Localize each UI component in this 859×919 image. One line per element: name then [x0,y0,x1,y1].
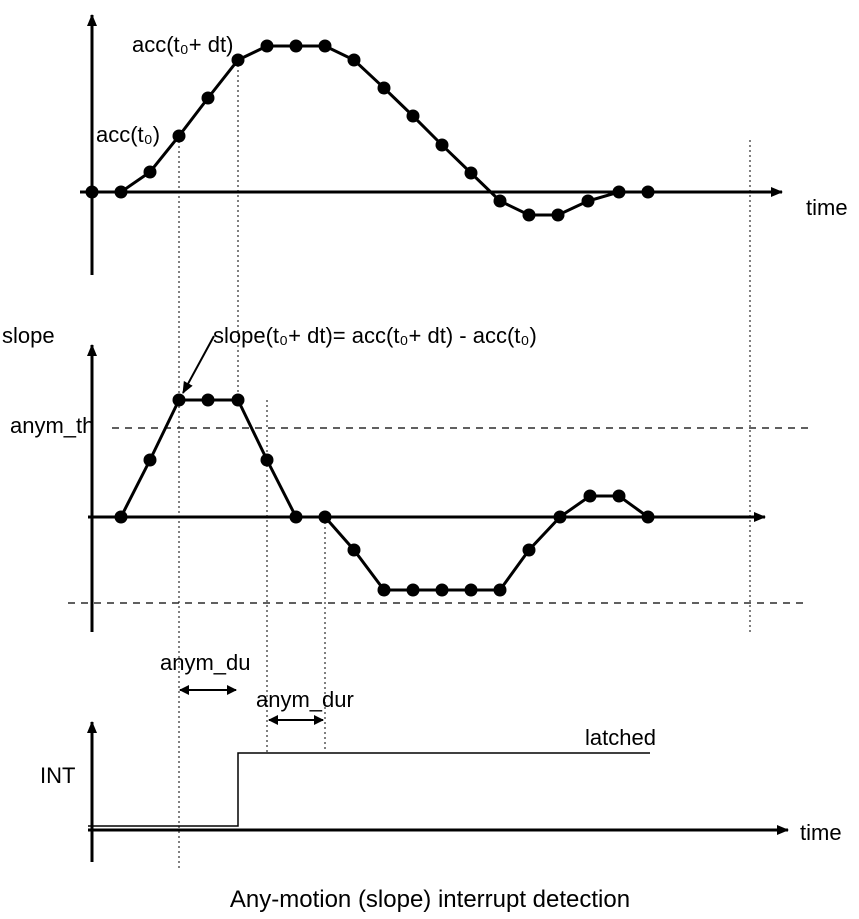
int-label: INT [40,763,75,788]
acc-curve [92,44,648,217]
anym-du-label-2: anym_dur [256,687,354,712]
acc-sample-points [85,39,655,222]
dotted-guides [178,60,751,868]
time-label-bottom: time [800,820,842,845]
diagram-caption: Any-motion (slope) interrupt detection [230,886,630,913]
acc-t0-label: acc(t₀) [96,122,160,147]
acc-t0-dt-label: acc(t₀+ dt) [132,32,233,57]
latched-label: latched [585,725,656,750]
int-signal [88,752,650,827]
slope-formula-label: slope(t₀+ dt)= acc(t₀+ dt) - acc(t₀) [213,323,537,348]
slope-sample-points [114,393,655,597]
anym-du-label-1: anym_du [160,650,251,675]
anym-th-label: anym_th [10,413,94,438]
slope-formula-pointer [182,335,215,394]
slope-axis-label: slope [2,323,55,348]
time-label-top: time [806,195,848,220]
